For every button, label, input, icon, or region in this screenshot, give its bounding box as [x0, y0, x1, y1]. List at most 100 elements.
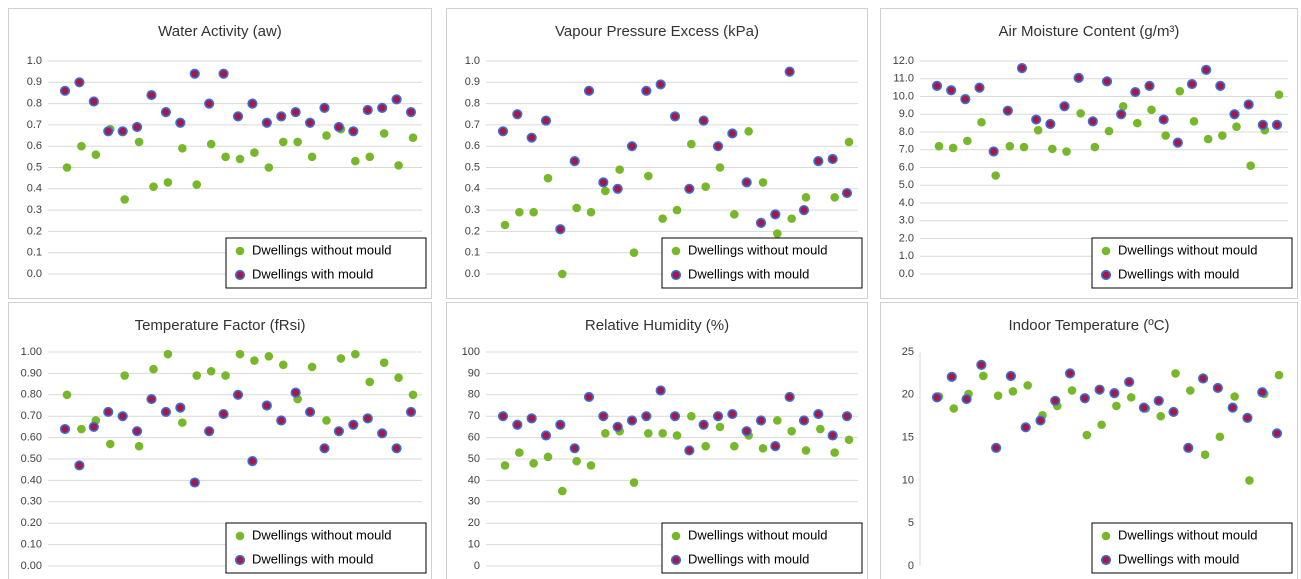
- data-point: [641, 411, 652, 422]
- y-tick-label: 0.5: [465, 161, 480, 173]
- data-point: [1023, 381, 1032, 390]
- data-point: [1076, 109, 1085, 118]
- data-point: [658, 214, 667, 223]
- data-point: [1130, 86, 1141, 98]
- data-point: [658, 429, 667, 438]
- data-point: [1073, 72, 1084, 83]
- data-point: [322, 131, 331, 140]
- data-point: [629, 248, 639, 257]
- data-point: [626, 141, 638, 152]
- data-point: [1005, 141, 1015, 151]
- data-point: [787, 214, 796, 223]
- data-point: [841, 411, 853, 422]
- data-point: [1274, 370, 1284, 380]
- data-point: [1097, 420, 1106, 430]
- data-point: [1243, 99, 1254, 110]
- data-point: [844, 435, 854, 445]
- legend-label: Dwellings without mould: [1118, 527, 1257, 542]
- y-tick-label: 0.7: [27, 119, 42, 131]
- data-point: [1062, 147, 1071, 156]
- y-tick-label: 0.10: [21, 539, 42, 551]
- data-point: [1087, 116, 1098, 127]
- data-point: [62, 390, 72, 400]
- data-point: [684, 183, 695, 194]
- data-point: [701, 182, 710, 191]
- data-point: [948, 143, 958, 153]
- data-point: [515, 448, 524, 457]
- legend-marker: [671, 246, 681, 256]
- data-point: [629, 478, 639, 487]
- data-point: [160, 107, 172, 118]
- data-point: [801, 446, 811, 455]
- data-point: [644, 429, 653, 438]
- data-point: [672, 205, 682, 215]
- data-point: [175, 402, 186, 413]
- y-tick-label: 0.50: [21, 453, 42, 465]
- legend-label: Dwellings without mould: [688, 527, 827, 542]
- y-tick-label: 0: [908, 560, 914, 572]
- data-point: [569, 443, 580, 454]
- legend-label: Dwellings with mould: [252, 551, 373, 566]
- data-point: [377, 428, 388, 439]
- legend-marker: [670, 269, 682, 281]
- y-tick-label: 0.8: [27, 98, 42, 110]
- data-point: [1138, 402, 1150, 413]
- data-point: [319, 443, 330, 454]
- legend-box: [225, 237, 427, 289]
- data-point: [512, 419, 523, 430]
- data-point: [1227, 402, 1238, 413]
- data-point: [784, 66, 795, 77]
- data-point: [991, 171, 1000, 180]
- data-point: [644, 171, 653, 181]
- data-point: [146, 89, 157, 101]
- chart-title: Air Moisture Content (g/m³): [999, 23, 1180, 40]
- data-point: [77, 424, 86, 434]
- data-point: [497, 411, 509, 422]
- data-point: [322, 416, 331, 425]
- data-point: [798, 205, 810, 216]
- chart-panel: Indoor Temperature (ºC) 0 5 10 15 20 25 Dwellin…: [880, 302, 1298, 579]
- y-tick-label: 1.00: [21, 346, 42, 358]
- legend-box: [225, 522, 427, 574]
- data-point: [149, 364, 158, 374]
- data-point: [698, 115, 709, 126]
- data-point: [192, 371, 202, 380]
- data-point: [160, 406, 172, 418]
- data-point: [1005, 370, 1017, 382]
- data-point: [976, 359, 987, 370]
- data-point: [189, 477, 200, 488]
- y-tick-label: 0.2: [27, 225, 42, 237]
- data-point: [103, 406, 114, 418]
- data-point: [1271, 119, 1283, 130]
- data-point: [1144, 80, 1155, 91]
- data-point: [991, 442, 1002, 453]
- data-point: [543, 452, 553, 462]
- data-point: [379, 358, 389, 368]
- legend-marker: [1100, 554, 1112, 566]
- data-point: [1161, 131, 1170, 140]
- data-point: [586, 207, 596, 217]
- y-tick-label: 0.0: [899, 268, 914, 280]
- y-tick-label: 4.0: [899, 197, 914, 209]
- data-point: [744, 126, 753, 136]
- y-tick-label: 0.7: [465, 119, 480, 131]
- data-point: [558, 269, 567, 279]
- data-point: [1067, 386, 1077, 395]
- legend-marker: [1101, 531, 1111, 541]
- data-point: [336, 354, 346, 363]
- data-point: [555, 419, 566, 430]
- data-point: [88, 421, 99, 433]
- data-point: [1094, 384, 1105, 395]
- data-point: [348, 126, 359, 137]
- legend-label: Dwellings without mould: [252, 527, 391, 542]
- data-point: [163, 178, 173, 187]
- data-point: [1232, 122, 1241, 131]
- chart-title: Relative Humidity (%): [585, 317, 729, 334]
- data-point: [960, 94, 971, 105]
- data-point: [62, 163, 72, 172]
- data-point: [669, 111, 681, 122]
- data-point: [758, 444, 768, 453]
- y-tick-label: 11.0: [893, 73, 914, 85]
- data-point: [655, 79, 666, 90]
- data-point: [601, 429, 610, 438]
